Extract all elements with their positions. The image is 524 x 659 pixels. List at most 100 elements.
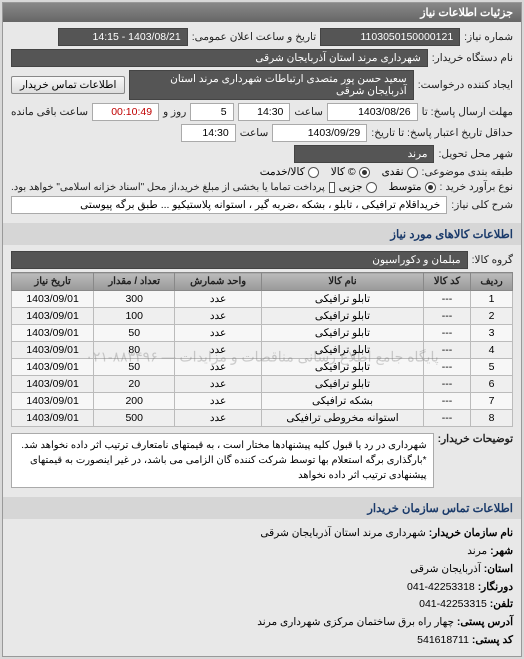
col-name: نام کالا: [262, 273, 424, 291]
table-row: 2---تابلو ترافیکیعدد1001403/09/01: [12, 308, 513, 325]
group-value: مبلمان و دکوراسیون: [11, 251, 468, 269]
announce-label: تاریخ و ساعت اعلان عمومی:: [192, 31, 316, 43]
contact-postal: 541618711: [417, 634, 469, 646]
col-code: کد کالا: [423, 273, 470, 291]
requester-value: سعید حسن پور متصدی ارتباطات شهرداری مرند…: [129, 70, 413, 100]
desc-label: شرح کلی نیاز:: [451, 199, 513, 211]
table-cell: 1403/09/01: [12, 291, 94, 308]
table-row: 4---تابلو ترافیکیعدد801403/09/01: [12, 342, 513, 359]
table-cell: عدد: [175, 308, 262, 325]
contact-section-title: اطلاعات تماس سازمان خریدار: [3, 497, 521, 519]
contact-org-label: نام سازمان خریدار:: [429, 527, 513, 539]
contact-city-label: شهر:: [490, 545, 513, 557]
radio-small[interactable]: جزیی: [339, 181, 377, 193]
days-remaining: 5: [190, 103, 233, 121]
table-cell: 2: [471, 308, 513, 325]
treasury-checkbox[interactable]: [329, 182, 335, 193]
contact-province-label: استان:: [484, 563, 513, 575]
deadline-send-date: 1403/08/26: [327, 103, 418, 121]
table-cell: 8: [471, 410, 513, 427]
table-row: 6---تابلو ترافیکیعدد201403/09/01: [12, 376, 513, 393]
table-cell: تابلو ترافیکی: [262, 376, 424, 393]
table-cell: 1403/09/01: [12, 308, 94, 325]
validity-date: 1403/09/29: [272, 124, 367, 142]
table-cell: 3: [471, 325, 513, 342]
radio-credit[interactable]: کالا/خدمت: [260, 166, 319, 178]
subject-radio-group: نقدی © کالا کالا/خدمت: [260, 166, 418, 178]
table-cell: ---: [423, 410, 470, 427]
table-cell: 4: [471, 342, 513, 359]
details-panel: جزئیات اطلاعات نیاز شماره نیاز: 11030501…: [2, 2, 522, 657]
table-cell: تابلو ترافیکی: [262, 308, 424, 325]
contact-phone: 42253315-041: [419, 598, 487, 610]
table-cell: 1403/09/01: [12, 342, 94, 359]
contact-org: شهرداری مرند استان آذربایجان شرقی: [260, 527, 425, 539]
desc-value: خریداقلام ترافیکی ، تابلو ، بشکه ،ضربه گ…: [11, 196, 447, 214]
table-cell: 5: [471, 359, 513, 376]
table-cell: 500: [94, 410, 175, 427]
buyer-org-label: نام دستگاه خریدار:: [432, 52, 513, 64]
table-cell: تابلو ترافیکی: [262, 325, 424, 342]
days-label: روز و: [163, 106, 186, 118]
buyer-org-value: شهرداری مرند استان آذربایجان شرقی: [11, 49, 428, 67]
contact-address: چهار راه برق ساختمان مرکزی شهرداری مرند: [257, 616, 454, 628]
table-cell: ---: [423, 308, 470, 325]
col-unit: واحد شمارش: [175, 273, 262, 291]
table-cell: 1403/09/01: [12, 325, 94, 342]
table-cell: عدد: [175, 376, 262, 393]
contact-city: مرند: [467, 545, 487, 557]
items-section-title: اطلاعات کالاهای مورد نیاز: [3, 223, 521, 245]
validity-label: حداقل تاریخ اعتبار پاسخ: تا تاریخ:: [371, 127, 513, 139]
table-cell: 1403/09/01: [12, 376, 94, 393]
time-label-2: ساعت: [240, 127, 269, 139]
table-row: 5---تابلو ترافیکیعدد501403/09/01: [12, 359, 513, 376]
radio-medium[interactable]: متوسط: [389, 181, 436, 193]
note-text: شهرداری در رد یا قبول کلیه پیشنهادها مخت…: [11, 433, 434, 488]
budget-type-radio-group: متوسط جزیی: [339, 181, 436, 193]
table-cell: 50: [94, 359, 175, 376]
radio-small-label: جزیی: [339, 181, 363, 193]
radio-cash-label: نقدی: [382, 166, 404, 178]
table-cell: 100: [94, 308, 175, 325]
radio-medium-label: متوسط: [389, 181, 422, 193]
table-cell: ---: [423, 342, 470, 359]
contact-province: آذربایجان شرقی: [410, 563, 481, 575]
payment-note: پرداخت تماما یا بخشی از مبلغ خرید،از محل…: [11, 182, 325, 193]
col-date: تاریخ نیاز: [12, 273, 94, 291]
deadline-send-time: 14:30: [238, 103, 291, 121]
req-number-value: 1103050150000121: [320, 28, 460, 46]
table-row: 7---بشکه ترافیکیعدد2001403/09/01: [12, 393, 513, 410]
table-cell: عدد: [175, 325, 262, 342]
table-cell: تابلو ترافیکی: [262, 359, 424, 376]
table-cell: بشکه ترافیکی: [262, 393, 424, 410]
table-cell: عدد: [175, 393, 262, 410]
col-row: ردیف: [471, 273, 513, 291]
radio-goods-label: © کالا: [331, 166, 356, 178]
radio-credit-label: کالا/خدمت: [260, 166, 305, 178]
time-remaining: 00:10:49: [92, 103, 159, 121]
table-cell: 1403/09/01: [12, 393, 94, 410]
table-cell: 80: [94, 342, 175, 359]
contact-fax: 42253318-041: [407, 581, 475, 593]
table-cell: استوانه مخروطی ترافیکی: [262, 410, 424, 427]
radio-cash[interactable]: نقدی: [382, 166, 418, 178]
table-cell: 1403/09/01: [12, 359, 94, 376]
requester-label: ایجاد کننده درخواست:: [418, 79, 513, 91]
radio-goods[interactable]: © کالا: [331, 166, 370, 178]
table-cell: 7: [471, 393, 513, 410]
table-cell: تابلو ترافیکی: [262, 342, 424, 359]
table-cell: 200: [94, 393, 175, 410]
table-cell: ---: [423, 359, 470, 376]
table-cell: عدد: [175, 291, 262, 308]
table-cell: ---: [423, 291, 470, 308]
table-row: 8---استوانه مخروطی ترافیکیعدد5001403/09/…: [12, 410, 513, 427]
contact-buyer-button[interactable]: اطلاعات تماس خریدار: [11, 76, 125, 94]
table-cell: ---: [423, 393, 470, 410]
contact-section: نام سازمان خریدار: شهرداری مرند استان آذ…: [3, 519, 521, 656]
note-label: توضیحات خریدار:: [438, 433, 513, 445]
contact-postal-label: کد پستی:: [472, 634, 513, 646]
table-cell: ---: [423, 376, 470, 393]
table-cell: تابلو ترافیکی: [262, 291, 424, 308]
table-cell: عدد: [175, 342, 262, 359]
req-number-label: شماره نیاز:: [464, 31, 513, 43]
